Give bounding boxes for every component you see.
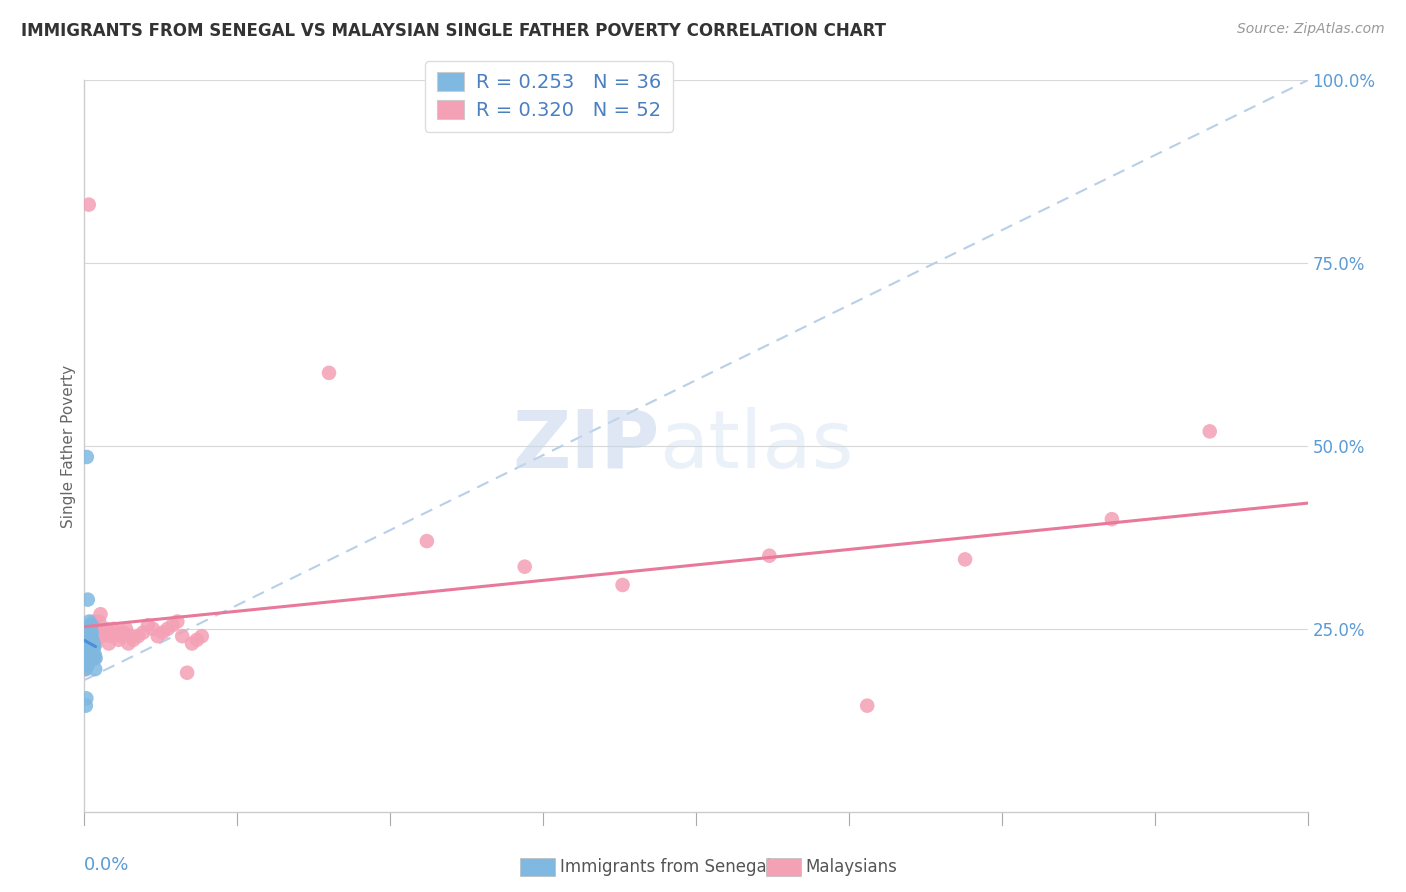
Point <box>75 651 97 665</box>
Point <box>166 615 188 629</box>
Point <box>318 366 340 380</box>
Point <box>107 632 129 647</box>
Text: Source: ZipAtlas.com: Source: ZipAtlas.com <box>1237 22 1385 37</box>
Text: Immigrants from Senegal: Immigrants from Senegal <box>560 858 770 876</box>
Point <box>612 578 634 592</box>
Point <box>77 655 100 669</box>
Point <box>80 629 103 643</box>
Point <box>152 625 174 640</box>
Point <box>79 651 101 665</box>
Point <box>953 552 976 566</box>
Point <box>75 698 97 713</box>
Point <box>513 559 536 574</box>
Point <box>75 691 97 706</box>
Point <box>76 592 98 607</box>
Point <box>1198 425 1220 439</box>
Point <box>87 615 110 629</box>
Point <box>83 651 105 665</box>
Point <box>76 450 98 464</box>
Point <box>80 644 103 658</box>
Point <box>80 625 103 640</box>
Point <box>83 648 105 662</box>
Point <box>79 636 101 650</box>
Point <box>758 549 780 563</box>
Point <box>76 658 98 673</box>
Point <box>105 625 128 640</box>
Point <box>112 625 135 640</box>
Point <box>79 640 101 655</box>
Point <box>83 640 105 655</box>
Point <box>76 640 98 655</box>
Point <box>146 629 169 643</box>
Point <box>181 636 204 650</box>
Point <box>80 644 103 658</box>
Point <box>76 636 98 650</box>
Point <box>80 636 103 650</box>
Point <box>77 197 100 211</box>
Point <box>115 622 138 636</box>
Point <box>75 662 97 676</box>
Point <box>80 632 103 647</box>
Point <box>76 658 98 673</box>
Point <box>186 632 208 647</box>
Point <box>77 648 100 662</box>
Point <box>416 534 439 549</box>
Point <box>86 622 108 636</box>
Point <box>84 651 107 665</box>
Point <box>77 632 100 647</box>
Point <box>82 622 104 636</box>
Text: Malaysians: Malaysians <box>806 858 897 876</box>
Point <box>82 644 104 658</box>
Point <box>122 632 145 647</box>
Point <box>76 648 98 662</box>
Point <box>856 698 879 713</box>
Point <box>97 636 120 650</box>
Legend: R = 0.253   N = 36, R = 0.320   N = 52: R = 0.253 N = 36, R = 0.320 N = 52 <box>426 61 673 132</box>
Point <box>79 618 101 632</box>
Point <box>82 632 104 647</box>
Text: IMMIGRANTS FROM SENEGAL VS MALAYSIAN SINGLE FATHER POVERTY CORRELATION CHART: IMMIGRANTS FROM SENEGAL VS MALAYSIAN SIN… <box>21 22 886 40</box>
Point <box>80 629 103 643</box>
Point <box>80 618 103 632</box>
Point <box>77 640 100 655</box>
Point <box>75 644 97 658</box>
Point <box>172 629 194 643</box>
Text: ZIP: ZIP <box>512 407 659 485</box>
Point <box>89 607 111 622</box>
Point <box>77 615 100 629</box>
Text: 0.0%: 0.0% <box>84 855 129 873</box>
Point <box>76 648 98 662</box>
Point <box>83 615 105 629</box>
Point <box>84 636 107 650</box>
Point <box>96 622 118 636</box>
Point <box>79 625 101 640</box>
Point <box>93 625 115 640</box>
Point <box>84 662 107 676</box>
Point <box>110 629 132 643</box>
Text: atlas: atlas <box>659 407 853 485</box>
Point <box>156 622 179 636</box>
Point <box>132 625 155 640</box>
Point <box>176 665 198 680</box>
Point <box>86 629 108 643</box>
Point <box>136 618 159 632</box>
Point <box>103 622 125 636</box>
Point <box>191 629 214 643</box>
Point <box>162 618 184 632</box>
Point <box>120 629 142 643</box>
Point <box>75 662 97 676</box>
Y-axis label: Single Father Poverty: Single Father Poverty <box>60 365 76 527</box>
Point <box>82 651 104 665</box>
Point <box>77 622 100 636</box>
Point <box>100 629 122 643</box>
Point <box>127 629 149 643</box>
Point <box>1101 512 1123 526</box>
Point <box>77 629 100 643</box>
Point <box>83 636 105 650</box>
Point <box>117 636 139 650</box>
Point <box>91 629 114 643</box>
Point <box>142 622 165 636</box>
